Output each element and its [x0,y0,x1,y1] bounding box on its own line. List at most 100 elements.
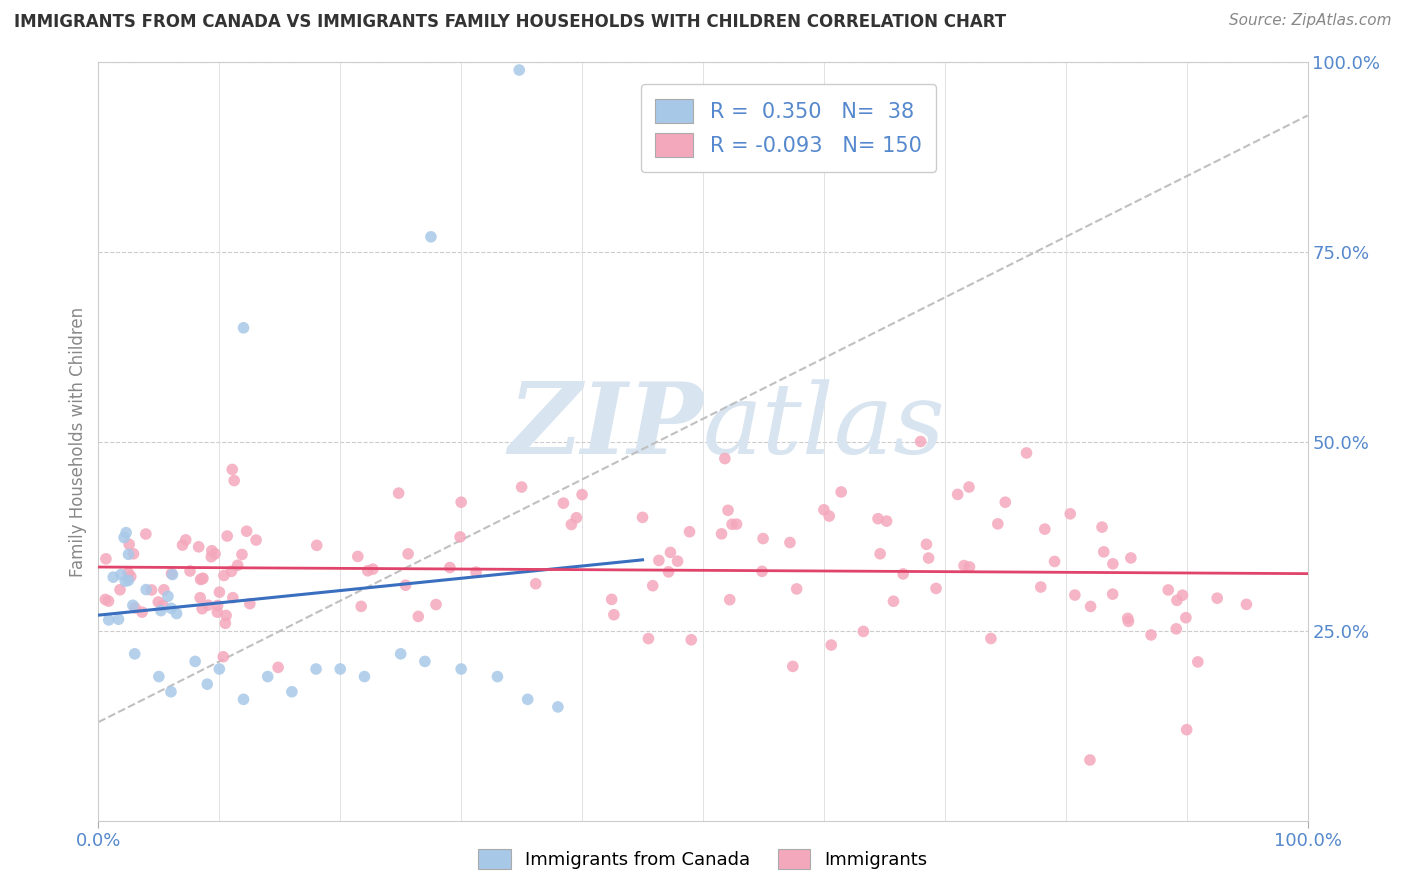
Point [103,570,125,584]
Point [207,599,229,613]
Point [648,553,671,567]
Point [449,530,471,544]
Point [200,549,222,564]
Point [212,568,235,582]
Point [245,533,267,547]
Point [135,582,157,597]
Point [752,532,775,546]
Point [439,560,461,574]
Point [267,660,290,674]
Point [207,605,229,619]
Point [681,632,703,647]
Point [1234,598,1257,612]
Point [876,514,898,528]
Point [305,538,328,552]
Legend: R =  0.350   N=  38, R = -0.093   N= 150: R = 0.350 N= 38, R = -0.093 N= 150 [641,84,936,172]
Point [135,527,157,541]
Point [217,529,239,543]
Point [221,462,243,476]
Point [256,669,278,683]
Point [350,599,373,614]
Point [117,574,139,588]
Point [631,510,654,524]
Text: atlas: atlas [703,379,946,474]
Point [149,604,172,618]
Point [637,632,659,646]
Point [666,554,689,568]
Point [1166,622,1188,636]
Point [108,582,131,597]
Point [156,590,179,604]
Point [1063,588,1085,602]
Point [1166,593,1188,607]
Point [281,685,304,699]
Point [124,601,146,615]
Point [141,582,163,597]
Point [201,543,224,558]
Point [852,624,875,639]
Point [1187,655,1209,669]
Point [124,647,146,661]
Point [172,538,194,552]
Point [994,495,1017,509]
Point [413,655,436,669]
Point [510,480,533,494]
Point [1080,599,1102,614]
Point [346,549,368,564]
Point [565,510,588,524]
Point [1140,628,1163,642]
Point [786,582,808,596]
Point [361,562,384,576]
Point [710,526,733,541]
Point [1116,611,1139,625]
Point [714,451,737,466]
Point [818,509,841,524]
Point [1059,507,1081,521]
Point [1033,522,1056,536]
Point [224,474,246,488]
Point [547,699,569,714]
Point [717,503,740,517]
Point [305,662,328,676]
Point [678,524,700,539]
Point [221,564,243,578]
Point [450,662,472,676]
Point [112,531,135,545]
Point [450,495,472,509]
Point [389,647,412,661]
Point [394,578,416,592]
Point [97,613,120,627]
Point [820,638,842,652]
Point [946,487,969,501]
Point [232,320,254,334]
Point [910,434,932,449]
Point [166,607,188,621]
Point [465,565,488,579]
Point [231,548,253,562]
Point [560,517,582,532]
Point [508,62,530,77]
Point [190,573,212,587]
Point [188,591,211,605]
Point [114,574,136,589]
Point [891,566,914,581]
Point [425,598,447,612]
Point [658,565,681,579]
Point [396,547,419,561]
Point [1171,588,1194,602]
Text: ZIP: ZIP [508,378,703,475]
Point [1078,753,1101,767]
Point [152,599,174,613]
Point [131,605,153,619]
Point [1043,554,1066,568]
Point [208,585,231,599]
Point [641,579,664,593]
Point [122,599,145,613]
Point [162,567,184,582]
Point [782,659,804,673]
Point [603,607,626,622]
Point [980,632,1002,646]
Point [959,560,981,574]
Point [1091,520,1114,534]
Point [779,535,801,549]
